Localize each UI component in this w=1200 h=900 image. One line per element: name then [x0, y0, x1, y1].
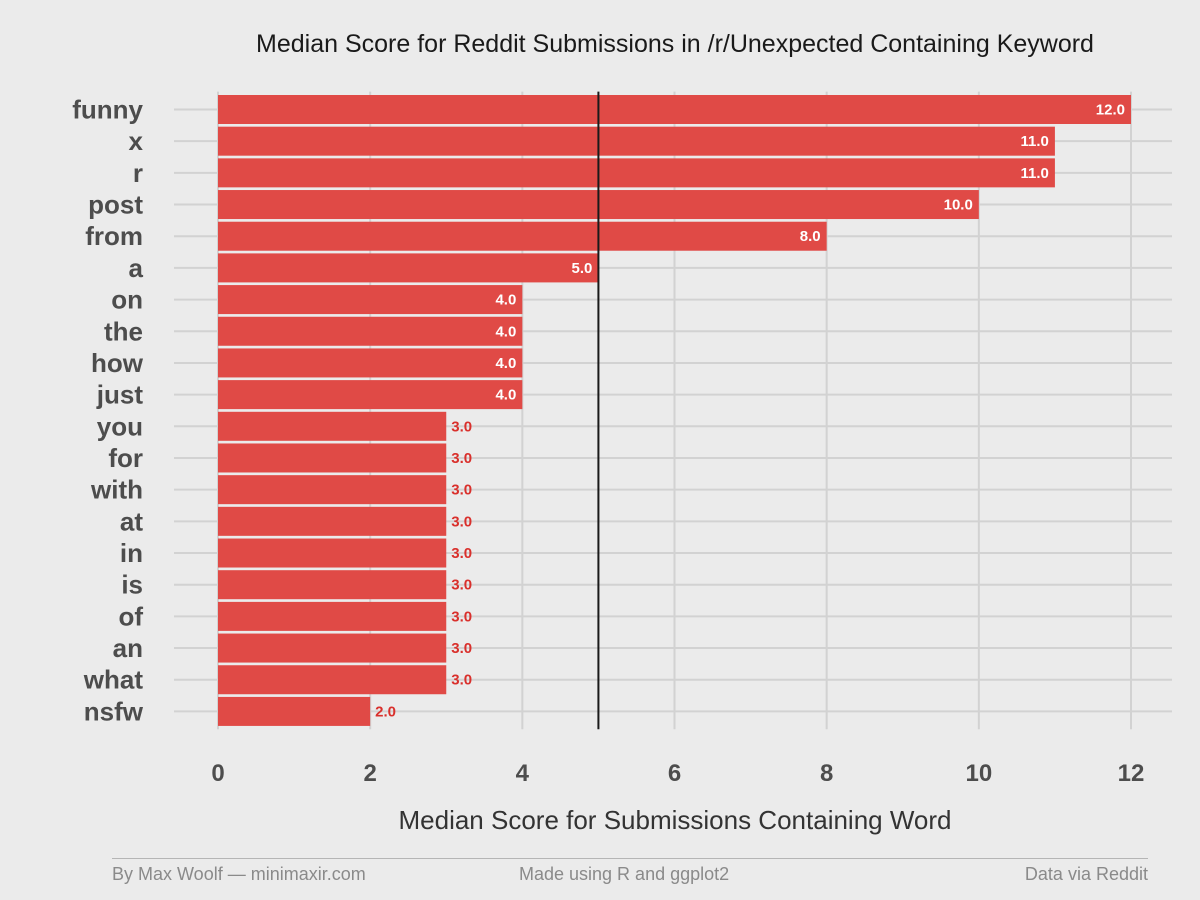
- category-label: just: [96, 380, 144, 410]
- footer-source: Data via Reddit: [1024, 864, 1148, 884]
- category-label: r: [133, 158, 143, 188]
- category-label: a: [129, 253, 144, 283]
- category-label: what: [83, 665, 144, 695]
- bar-value-label: 3.0: [451, 608, 472, 625]
- bar-value-label: 5.0: [572, 260, 593, 277]
- x-tick-label: 4: [516, 760, 530, 787]
- bar-value-label: 8.0: [800, 228, 821, 245]
- bar-how: [218, 348, 523, 378]
- bar-from: [218, 221, 827, 251]
- bar-value-label: 3.0: [451, 513, 472, 530]
- bar-value-label: 4.0: [495, 292, 516, 309]
- category-labels: funnyxrpostfromaonthehowjustyouforwithat…: [72, 95, 144, 727]
- category-label: how: [91, 348, 144, 378]
- bar-is: [218, 570, 447, 600]
- category-label: nsfw: [84, 696, 144, 726]
- x-axis-title: Median Score for Submissions Containing …: [398, 805, 951, 835]
- bar-for: [218, 443, 447, 473]
- bar-at: [218, 506, 447, 536]
- bar-value-label: 3.0: [451, 418, 472, 435]
- category-label: in: [120, 538, 143, 568]
- bar-value-label: 10.0: [944, 197, 973, 214]
- category-label: on: [111, 285, 143, 315]
- footer-tools: Made using R and ggplot2: [519, 864, 730, 884]
- category-label: you: [97, 411, 143, 441]
- bar-value-label: 11.0: [1021, 133, 1049, 150]
- category-label: the: [104, 316, 143, 346]
- category-label: at: [120, 506, 143, 536]
- x-tick-label: 8: [820, 760, 833, 787]
- bar-of: [218, 601, 447, 631]
- bar-just: [218, 380, 523, 410]
- category-label: is: [121, 570, 143, 600]
- bar-an: [218, 633, 447, 663]
- x-tick-label: 12: [1118, 760, 1145, 787]
- footer-divider: [112, 858, 1148, 859]
- bar-value-label: 4.0: [495, 323, 516, 340]
- bar-value-label: 3.0: [451, 640, 472, 657]
- bar-what: [218, 665, 447, 695]
- bar-a: [218, 253, 599, 283]
- category-label: post: [88, 190, 143, 220]
- bar-value-label: 2.0: [375, 703, 396, 720]
- chart-title: Median Score for Reddit Submissions in /…: [256, 30, 1094, 58]
- category-label: x: [129, 126, 144, 156]
- bar-value-label: 3.0: [451, 672, 472, 689]
- bar-value-label: 4.0: [495, 387, 516, 404]
- bar-value-label: 3.0: [451, 450, 472, 467]
- bar-value-label: 4.0: [495, 355, 516, 372]
- bar-the: [218, 316, 523, 346]
- bar-in: [218, 538, 447, 568]
- category-label: an: [113, 633, 143, 663]
- bar-value-labels: 12.0 11.0 11.0 10.0 8.0 5.0 4.0 4.0 4.0 4.0 3.0 3.0…: [375, 102, 1125, 721]
- bar-value-label: 12.0: [1096, 102, 1125, 119]
- bar-nsfw: [218, 696, 371, 726]
- x-tick-label: 10: [965, 760, 992, 787]
- bar-you: [218, 411, 447, 441]
- category-label: funny: [72, 95, 143, 125]
- bar-value-label: 3.0: [451, 545, 472, 562]
- footer-credit: By Max Woolf — minimaxir.com: [112, 864, 366, 884]
- bar-x: [218, 126, 1055, 156]
- bar-funny: [218, 95, 1131, 124]
- bar-value-label: 3.0: [451, 577, 472, 594]
- x-tick-label: 2: [363, 760, 376, 787]
- bar-r: [218, 158, 1055, 188]
- bar-value-label: 3.0: [451, 482, 472, 499]
- x-tick-label: 6: [668, 760, 681, 787]
- category-label: with: [90, 475, 143, 505]
- category-label: for: [108, 443, 143, 473]
- x-tick-label: 0: [211, 760, 224, 787]
- category-label: of: [118, 601, 143, 631]
- bar-on: [218, 285, 523, 315]
- bar-value-label: 11.0: [1021, 165, 1049, 182]
- category-label: from: [85, 221, 143, 251]
- x-axis-ticks: 0 2 4 6 8 10 12: [211, 760, 1144, 787]
- bar-with: [218, 475, 447, 505]
